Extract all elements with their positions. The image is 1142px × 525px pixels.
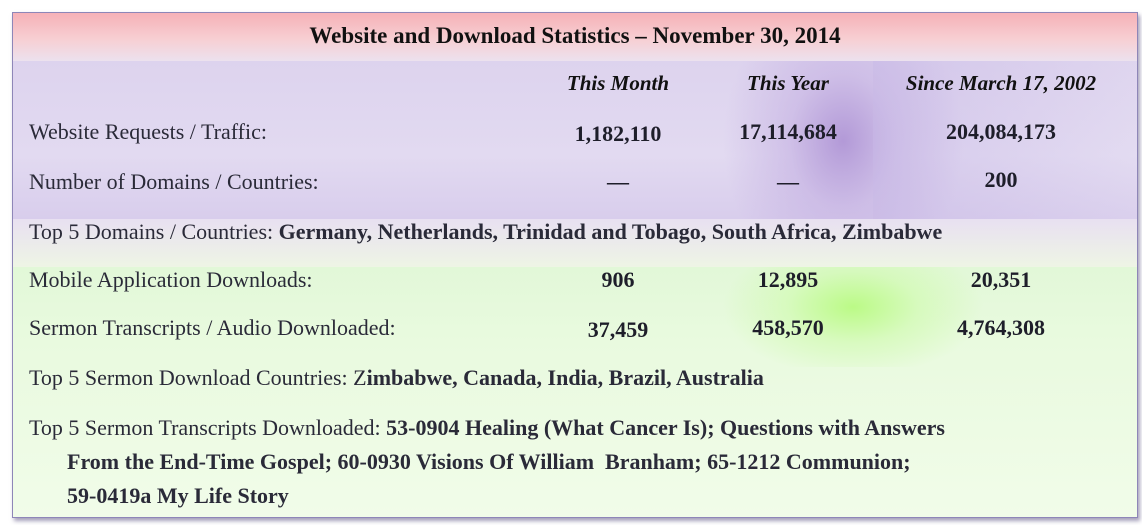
title-band bbox=[13, 13, 1137, 61]
column-header-since-2002: Since March 17, 2002 bbox=[905, 71, 1097, 95]
value-website-requests-year: 17,114,684 bbox=[739, 119, 837, 144]
download-stats-band bbox=[13, 267, 1137, 517]
top-sermon-countries-lead: Z bbox=[353, 365, 367, 390]
page-title: Website and Download Statistics – Novemb… bbox=[309, 23, 841, 48]
top-sermon-countries-label: Top 5 Sermon Download Countries: bbox=[29, 365, 354, 390]
column-header-this-month: This Month bbox=[566, 71, 670, 95]
row-label-domains-countries: Number of Domains / Countries: bbox=[29, 169, 319, 194]
row-label-sermon-downloads: Sermon Transcripts / Audio Downloaded: bbox=[29, 315, 396, 340]
value-mobile-month: 906 bbox=[601, 267, 635, 292]
value-domains-month: — bbox=[607, 169, 629, 194]
top-transcripts-line1: 53-0904 Healing (What Cancer Is); Questi… bbox=[386, 415, 945, 440]
row-label-mobile-downloads: Mobile Application Downloads: bbox=[29, 267, 313, 292]
value-sermon-year: 458,570 bbox=[752, 315, 824, 340]
top-domains-band bbox=[13, 219, 1137, 267]
value-sermon-month: 37,459 bbox=[587, 317, 649, 342]
green-highlight-glow bbox=[713, 267, 1137, 367]
value-website-requests-month: 1,182,110 bbox=[574, 121, 662, 146]
top-transcripts-line-1: Top 5 Sermon Transcripts Downloaded: 53-… bbox=[29, 411, 1129, 445]
value-mobile-total: 20,351 bbox=[970, 267, 1032, 292]
value-domains-total: 200 bbox=[984, 167, 1018, 192]
value-website-requests-total: 204,084,173 bbox=[946, 119, 1056, 144]
top-domains-label: Top 5 Domains / Countries: bbox=[29, 219, 279, 244]
top-domains-line: Top 5 Domains / Countries: Germany, Neth… bbox=[29, 219, 942, 245]
column-header-this-year: This Year bbox=[747, 71, 829, 95]
value-mobile-year: 12,895 bbox=[757, 267, 819, 292]
value-domains-year: — bbox=[777, 169, 799, 194]
value-sermon-total: 4,764,308 bbox=[957, 315, 1045, 340]
top-transcripts-line-3: 59-0419a My Life Story bbox=[67, 483, 289, 508]
top-domains-value: Germany, Netherlands, Trinidad and Tobag… bbox=[278, 219, 943, 244]
top-transcripts-line-2: From the End-Time Gospel; 60-0930 Vision… bbox=[67, 449, 911, 474]
website-stats-band bbox=[13, 61, 1137, 219]
row-label-website-requests: Website Requests / Traffic: bbox=[29, 119, 267, 144]
top-sermon-countries-line: Top 5 Sermon Download Countries: Zimbabw… bbox=[29, 365, 764, 391]
highlight-glow-right bbox=[873, 61, 1137, 219]
top-sermon-countries-value: imbabwe, Canada, India, Brazil, Australi… bbox=[366, 365, 764, 390]
statistics-panel: Website and Download Statistics – Novemb… bbox=[12, 12, 1138, 518]
top-transcripts-block: Top 5 Sermon Transcripts Downloaded: 53-… bbox=[29, 411, 1129, 513]
top-transcripts-label: Top 5 Sermon Transcripts Downloaded: bbox=[29, 415, 387, 440]
